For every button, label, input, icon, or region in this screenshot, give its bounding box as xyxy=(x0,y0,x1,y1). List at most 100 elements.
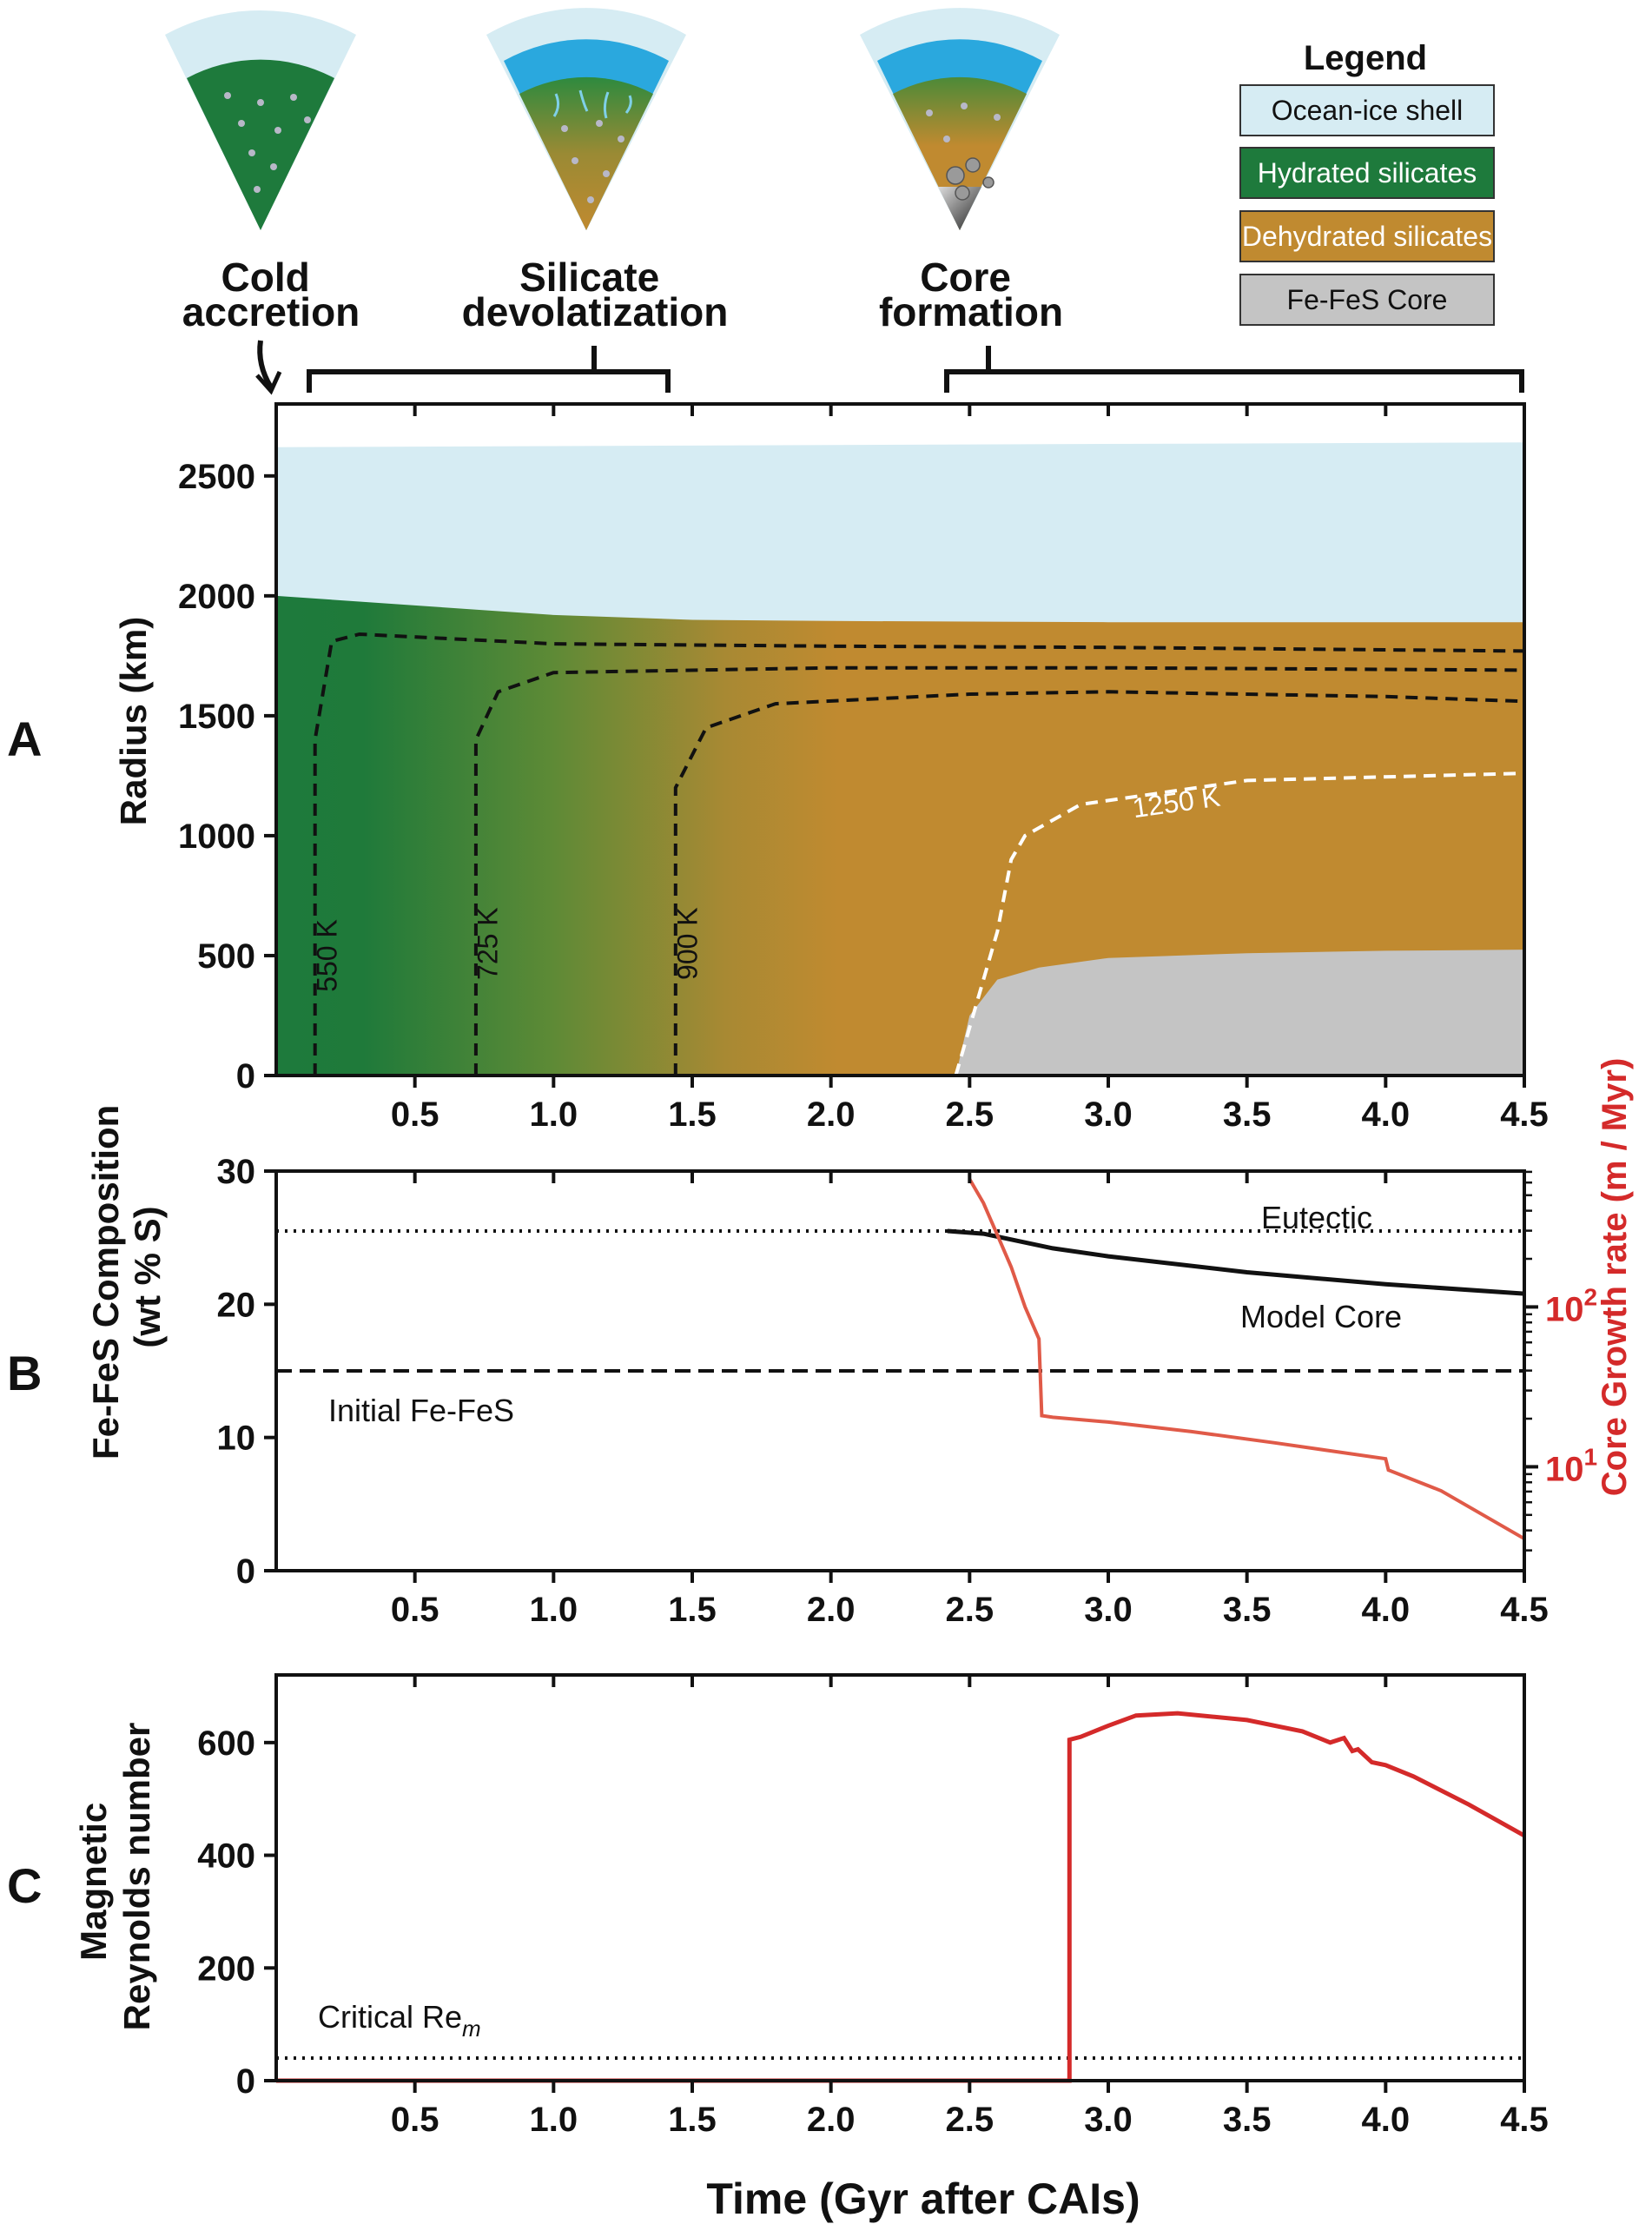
y-tick-label: 0 xyxy=(236,2062,255,2101)
legend-label: Ocean-ice shell xyxy=(1272,95,1464,126)
isotherm-label: 725 K xyxy=(472,907,504,980)
x-tick-label: 1.0 xyxy=(530,1591,578,1629)
panel-b: 0.5 1.0 1.5 2.0 2.5 3.0 3.5 4.0 4.50102030102101… xyxy=(7,1058,1634,1629)
isotherm-line xyxy=(313,632,1525,1076)
panel-label-b: B xyxy=(7,1346,42,1400)
y2-tick-exponent: 2 xyxy=(1584,1283,1598,1310)
core-growth-rate-line xyxy=(968,1178,1525,1540)
wedge-volatile-dots xyxy=(561,120,624,203)
isotherm-line xyxy=(954,771,1525,1076)
x-tick-label: 2.0 xyxy=(807,1591,856,1629)
critical-rem-text: Critical Re xyxy=(318,1999,462,2035)
legend-item-dehydrated-silicates: Dehydrated silicates xyxy=(1239,210,1495,262)
panel-b-y-axis-label: Fe-FeS Composition (wt % S) xyxy=(85,1095,168,1460)
x-tick-label: 0.5 xyxy=(391,1591,439,1629)
wedge-sinking-metal-droplets xyxy=(946,157,995,201)
legend-item-fe-fes-core: Fe-FeS Core xyxy=(1239,274,1495,326)
x-tick-label: 3.0 xyxy=(1084,1591,1133,1629)
cold-accretion-arrowhead xyxy=(255,370,282,395)
y-tick-label: 600 xyxy=(197,1724,255,1763)
x-tick-label: 3.5 xyxy=(1223,1095,1272,1134)
legend: Legend Ocean-ice shell Hydrated silicate… xyxy=(1239,39,1495,326)
wedge-volatile-dots xyxy=(926,103,1001,142)
panel-c: 0.5 1.0 1.5 2.0 2.5 3.0 3.5 4.0 4.5 0 200 400 600 Cr… xyxy=(7,1673,1549,2223)
x-tick-label: 1.5 xyxy=(668,1591,717,1629)
legend-label: Fe-FeS Core xyxy=(1287,284,1448,315)
y-tick-label: 2500 xyxy=(178,458,255,496)
wedge-silicates xyxy=(519,76,653,230)
wedge-hydrated-silicates xyxy=(187,59,334,230)
legend-label: Dehydrated silicates xyxy=(1242,221,1492,252)
legend-swatch xyxy=(1239,210,1495,262)
x-tick-label: 3.5 xyxy=(1223,1591,1272,1629)
x-tick-label: 1.0 xyxy=(530,2101,578,2139)
panel-b-y2-axis-label: Core Growth rate (m / Myr) xyxy=(1596,1058,1634,1497)
x-tick-label: 4.5 xyxy=(1500,1591,1549,1629)
y-tick-label: 30 xyxy=(217,1153,256,1191)
bracket-core-formation xyxy=(944,346,1524,393)
fe-fes-core-area xyxy=(955,950,1524,1076)
legend-label: Hydrated silicates xyxy=(1258,157,1477,189)
model-core-line xyxy=(947,1228,1525,1296)
x-tick-label: 1.5 xyxy=(668,1095,717,1134)
panel-a-y-axis-label: Radius (km) xyxy=(113,617,154,825)
y2-tick-label: 102 xyxy=(1545,1283,1597,1328)
x-tick-label: 1.5 xyxy=(668,2101,717,2139)
critical-rem-subscript: m xyxy=(462,2016,481,2042)
x-tick-label: 2.0 xyxy=(807,2101,856,2139)
isotherm-line xyxy=(673,690,1525,1076)
legend-title: Legend xyxy=(1304,39,1427,77)
cold-accretion-arrow xyxy=(257,340,274,389)
critical-rem-annotation: Critical Rem xyxy=(318,1999,481,2042)
stage-core-formation: Core formation xyxy=(860,8,1063,334)
plot-frame xyxy=(274,402,1526,1077)
legend-swatch xyxy=(1239,274,1495,326)
initial-fe-fes-annotation: Initial Fe-FeS xyxy=(328,1393,514,1428)
wedge-core xyxy=(938,187,981,230)
legend-item-ocean-ice-shell: Ocean-ice shell xyxy=(1239,84,1495,136)
panel-label-a: A xyxy=(7,712,42,766)
y-tick-label: 200 xyxy=(197,1949,255,1988)
x-tick-label: 3.0 xyxy=(1084,1095,1133,1134)
y2-tick-base: 10 xyxy=(1545,1450,1584,1488)
stage-label-core-formation: Core formation xyxy=(879,255,1063,334)
panel-label-c: C xyxy=(7,1858,42,1913)
x-tick-label: 2.5 xyxy=(946,1095,995,1134)
y2-tick-base: 10 xyxy=(1545,1290,1584,1328)
panel-a-layers xyxy=(276,442,1524,1076)
stage-label-silicate-devolatization: Silicate devolatization xyxy=(462,255,729,334)
y2-tick-exponent: 1 xyxy=(1584,1443,1598,1470)
y2-tick-label: 101 xyxy=(1545,1443,1597,1488)
x-tick-label: 3.0 xyxy=(1084,2101,1133,2139)
legend-swatch xyxy=(1239,147,1495,199)
x-tick-label: 4.5 xyxy=(1500,1095,1549,1134)
isotherm-line xyxy=(473,665,1525,1076)
panel-c-y-axis-label: Magnetic Reynolds number xyxy=(73,1723,157,2031)
x-tick-label: 2.5 xyxy=(946,2101,995,2139)
y-tick-label: 500 xyxy=(197,937,255,976)
x-tick-label: 1.0 xyxy=(530,1095,578,1134)
y-tick-label: 0 xyxy=(236,1552,255,1591)
panel-a-axes: 0.5 1.0 1.5 2.0 2.5 3.0 3.5 4.0 4.5 0 500 1000 1500 2… xyxy=(178,402,1549,1134)
x-tick-label: 0.5 xyxy=(391,2101,439,2139)
y-tick-label: 400 xyxy=(197,1837,255,1876)
x-axis-label: Time (Gyr after CAIs) xyxy=(706,2174,1140,2223)
timeline-brackets xyxy=(255,340,1524,395)
wedge-silicates xyxy=(893,76,1027,230)
eutectic-annotation: Eutectic xyxy=(1261,1200,1372,1235)
x-tick-label: 4.0 xyxy=(1362,1591,1411,1629)
legend-swatch xyxy=(1239,84,1495,136)
y-tick-label: 1500 xyxy=(178,698,255,736)
model-core-annotation: Model Core xyxy=(1240,1299,1402,1334)
bracket-silicate-devolatization xyxy=(307,346,671,393)
y-tick-label: 20 xyxy=(217,1286,256,1324)
panel-c-axes: 0.5 1.0 1.5 2.0 2.5 3.0 3.5 4.0 4.5 0 200 400 600 xyxy=(197,1673,1549,2139)
x-tick-label: 4.0 xyxy=(1362,2101,1411,2139)
wedge-volatile-dots xyxy=(224,92,311,193)
x-tick-label: 2.0 xyxy=(807,1095,856,1134)
x-tick-label: 2.5 xyxy=(946,1591,995,1629)
